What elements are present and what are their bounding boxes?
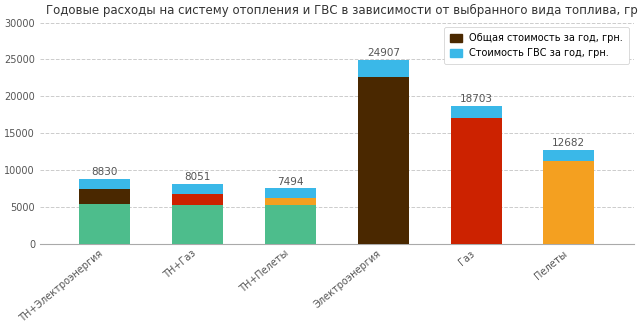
Bar xyxy=(265,188,316,198)
Bar xyxy=(79,178,130,189)
Bar xyxy=(544,150,595,161)
Bar xyxy=(79,204,130,244)
Bar xyxy=(172,205,223,244)
Text: 7494: 7494 xyxy=(278,176,304,187)
Text: Годовые расходы на систему отопления и ГВС в зависимости от выбранного вида топл: Годовые расходы на систему отопления и Г… xyxy=(46,4,638,17)
Bar xyxy=(79,189,130,204)
Legend: Общая стоимость за год, грн., Стоимость ГВС за год, грн.: Общая стоимость за год, грн., Стоимость … xyxy=(444,28,629,64)
Text: 18703: 18703 xyxy=(459,94,493,104)
Bar xyxy=(265,205,316,244)
Bar xyxy=(544,161,595,244)
Text: 8830: 8830 xyxy=(92,167,118,177)
Bar xyxy=(172,184,223,194)
Bar xyxy=(172,194,223,205)
Bar xyxy=(358,60,409,77)
Bar xyxy=(450,106,501,118)
Bar xyxy=(358,77,409,244)
Bar xyxy=(450,118,501,244)
Text: 8051: 8051 xyxy=(184,173,211,182)
Text: 12682: 12682 xyxy=(553,138,586,148)
Bar xyxy=(265,198,316,205)
Text: 24907: 24907 xyxy=(367,48,400,58)
